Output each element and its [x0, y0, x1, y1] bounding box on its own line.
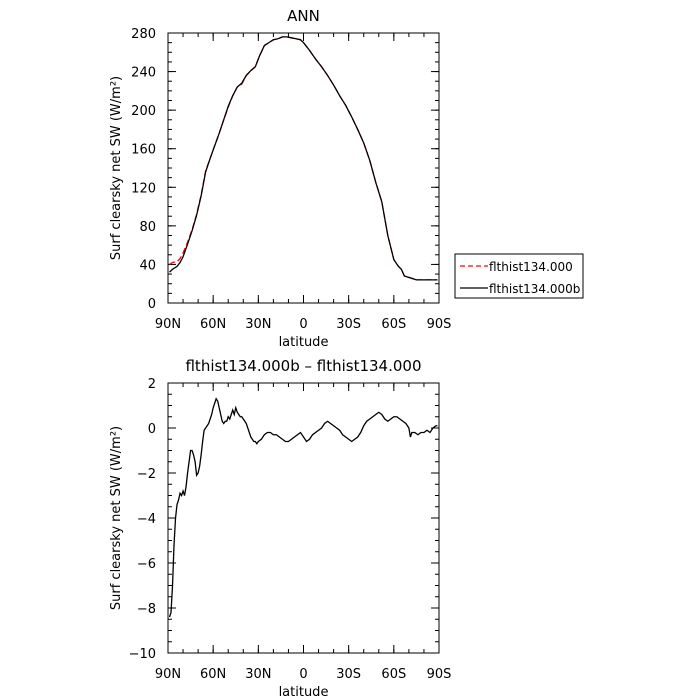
y-tick-label: 200 [131, 104, 156, 119]
y-tick-label: −2 [137, 467, 156, 482]
legend-label-1: flthist134.000b [489, 282, 580, 296]
y-tick-label: −6 [137, 557, 156, 572]
x-tick-label: 60N [200, 317, 226, 332]
legend-label-0: flthist134.000 [489, 260, 573, 274]
x-tick-label: 60N [200, 667, 226, 682]
x-tick-label: 90N [155, 317, 181, 332]
legend-box [454, 253, 584, 299]
bottom-panel: 90N 60N 30N 0 30S 60S 90S 2 0 −2 −4 −6 −8 −10 flthist1… [109, 357, 451, 700]
x-axis-label: latitude [279, 685, 329, 700]
x-tick-label: 0 [299, 317, 307, 332]
x-tick-label: 0 [299, 667, 307, 682]
x-tick-label: 90S [427, 667, 452, 682]
y-tick-label: −8 [137, 602, 156, 617]
x-tick-label: 90S [427, 317, 452, 332]
series-line-1 [169, 36, 438, 281]
y-tick-label: 160 [131, 143, 156, 158]
y-tick-label: 0 [148, 297, 156, 312]
y-tick-label: −10 [129, 647, 156, 662]
y-axis-label: Surf clearsky net SW (W/m²) [109, 76, 124, 260]
y-tick-label: 40 [139, 258, 156, 273]
x-axis-label: latitude [279, 335, 329, 350]
x-tick-label: 30N [245, 667, 271, 682]
x-tick-label: 60S [381, 317, 406, 332]
y-tick-label: 240 [131, 66, 156, 81]
series-line-0 [168, 397, 438, 618]
x-tick-label: 30S [336, 317, 361, 332]
legend: flthist134.000 flthist134.000b [454, 253, 584, 299]
y-tick-label: 2 [148, 377, 156, 392]
y-tick-label: 280 [131, 27, 156, 42]
y-tick-label: −4 [137, 512, 156, 527]
x-tick-label: 30S [336, 667, 361, 682]
y-tick-label: 120 [131, 181, 156, 196]
x-tick-label: 30N [245, 317, 271, 332]
x-tick-label: 90N [155, 667, 181, 682]
plot-frame [167, 32, 440, 304]
y-tick-label: 0 [148, 422, 156, 437]
x-tick-label: 60S [381, 667, 406, 682]
top-panel: 90N 60N 30N 0 30S 60S 90S 0 40 80 120 160 200 240 280 A… [109, 7, 451, 350]
y-tick-label: 80 [139, 220, 156, 235]
chart-title: flthist134.000b – flthist134.000 [185, 357, 421, 375]
y-axis-label: Surf clearsky net SW (W/m²) [109, 426, 124, 610]
chart-title: ANN [287, 7, 320, 25]
